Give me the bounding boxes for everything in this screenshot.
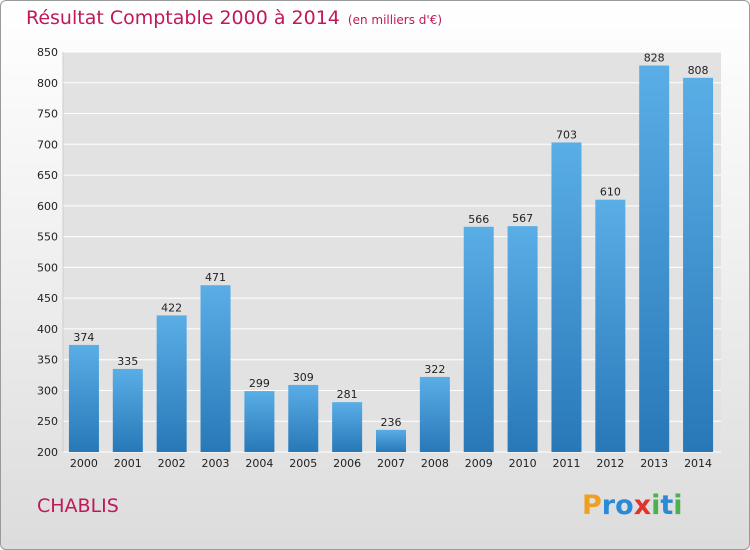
y-tick-label: 800 — [37, 77, 58, 90]
value-label: 236 — [381, 416, 402, 429]
value-label: 567 — [512, 212, 533, 225]
y-tick-label: 450 — [37, 292, 58, 305]
y-tick-label: 550 — [37, 231, 58, 244]
y-tick-label: 600 — [37, 200, 58, 213]
bar-2010 — [507, 226, 538, 452]
bar-2003 — [200, 285, 231, 452]
chart-title: Résultat Comptable 2000 à 2014 (en millie… — [26, 7, 442, 29]
bar-2014 — [683, 77, 714, 452]
bar-2007 — [376, 429, 406, 452]
proxiti-logo: Proxiti — [582, 490, 683, 521]
logo-letter: x — [633, 490, 652, 521]
x-tick-label: 2008 — [421, 457, 449, 470]
x-tick-label: 2012 — [596, 457, 624, 470]
value-label: 610 — [600, 186, 621, 199]
logo-letter: P — [582, 490, 602, 521]
y-tick-label: 350 — [37, 354, 58, 367]
logo-letter: o — [615, 490, 634, 521]
bar-2012 — [595, 199, 626, 452]
logo-letter: i — [673, 490, 683, 521]
value-label: 322 — [424, 363, 445, 376]
x-tick-label: 2007 — [377, 457, 405, 470]
x-tick-label: 2005 — [289, 457, 317, 470]
x-tick-label: 2000 — [70, 457, 98, 470]
place-name: CHABLIS — [37, 495, 119, 517]
bar-2009 — [463, 226, 494, 452]
x-tick-label: 2002 — [158, 457, 186, 470]
bar-2008 — [419, 376, 450, 452]
y-tick-label: 850 — [37, 46, 58, 59]
bar-2001 — [112, 368, 143, 452]
x-tick-label: 2003 — [202, 457, 230, 470]
value-label: 566 — [468, 213, 489, 226]
logo-letter: t — [660, 490, 674, 521]
y-tick-label: 650 — [37, 169, 58, 182]
logo-letter: r — [601, 490, 616, 521]
bar-2004 — [244, 391, 275, 452]
x-tick-label: 2004 — [245, 457, 273, 470]
y-tick-label: 300 — [37, 384, 58, 397]
y-tick-label: 750 — [37, 108, 58, 121]
value-label: 703 — [556, 128, 577, 141]
bar-2000 — [68, 344, 99, 452]
x-tick-label: 2010 — [509, 457, 537, 470]
x-tick-label: 2011 — [552, 457, 580, 470]
x-tick-label: 2009 — [465, 457, 493, 470]
chart-title-main: Résultat Comptable 2000 à 2014 — [26, 7, 340, 29]
value-label: 471 — [205, 271, 226, 284]
value-label: 422 — [161, 301, 182, 314]
value-label: 335 — [117, 355, 138, 368]
bar-2013 — [639, 65, 670, 453]
x-tick-label: 2014 — [684, 457, 712, 470]
x-tick-label: 2013 — [640, 457, 668, 470]
bar-2006 — [332, 402, 363, 452]
logo-letter: i — [651, 490, 661, 521]
chart-subtitle: (en milliers d'€) — [347, 13, 443, 27]
y-tick-label: 200 — [37, 446, 58, 459]
y-tick-label: 400 — [37, 323, 58, 336]
bar-2011 — [551, 142, 582, 452]
value-label: 309 — [293, 371, 314, 384]
bar-2005 — [288, 384, 319, 452]
y-tick-label: 500 — [37, 261, 58, 274]
x-tick-label: 2001 — [114, 457, 142, 470]
value-label: 281 — [337, 388, 358, 401]
value-label: 828 — [644, 52, 665, 65]
x-tick-label: 2006 — [333, 457, 361, 470]
bar-2002 — [156, 315, 187, 452]
value-label: 374 — [73, 331, 94, 344]
value-label: 299 — [249, 377, 270, 390]
value-label: 808 — [688, 64, 709, 77]
y-tick-label: 700 — [37, 138, 58, 151]
y-tick-label: 250 — [37, 415, 58, 428]
